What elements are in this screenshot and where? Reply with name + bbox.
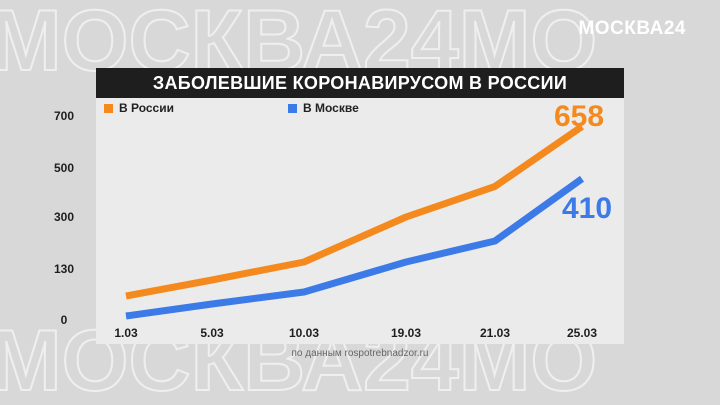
legend-moscow-swatch — [288, 104, 297, 113]
y-tick-label: 300 — [53, 210, 75, 224]
legend-moscow: В Москве — [288, 101, 359, 115]
moscow-total-label: 410 — [562, 192, 613, 225]
y-tick-label: 500 — [53, 161, 75, 175]
russia-total-label: 658 — [554, 100, 605, 133]
x-tick-label: 5.03 — [200, 326, 224, 340]
legend-russia-swatch — [104, 104, 113, 113]
x-tick-label: 25.03 — [566, 326, 598, 340]
series-line-moscow — [125, 175, 585, 320]
legend-russia-label: В России — [119, 101, 174, 115]
legend-moscow-label: В Москве — [303, 101, 359, 115]
chart-panel — [96, 98, 624, 344]
x-tick-label: 10.03 — [288, 326, 320, 340]
y-tick-label: 130 — [53, 262, 75, 276]
legend-russia: В России — [104, 101, 174, 115]
x-tick-label: 19.03 — [390, 326, 422, 340]
x-tick-label: 1.03 — [114, 326, 138, 340]
source-note: по данным rospotrebnadzor.ru — [291, 348, 429, 359]
y-tick-label: 700 — [53, 109, 75, 123]
chart-title: ЗАБОЛЕВШИЕ КОРОНАВИРУСОМ В РОССИИ — [96, 68, 624, 98]
series-line-russia — [125, 123, 584, 300]
x-tick-label: 21.03 — [479, 326, 511, 340]
brand-logo: МОСКВА24 — [578, 18, 686, 39]
y-tick-label: 0 — [60, 313, 68, 327]
